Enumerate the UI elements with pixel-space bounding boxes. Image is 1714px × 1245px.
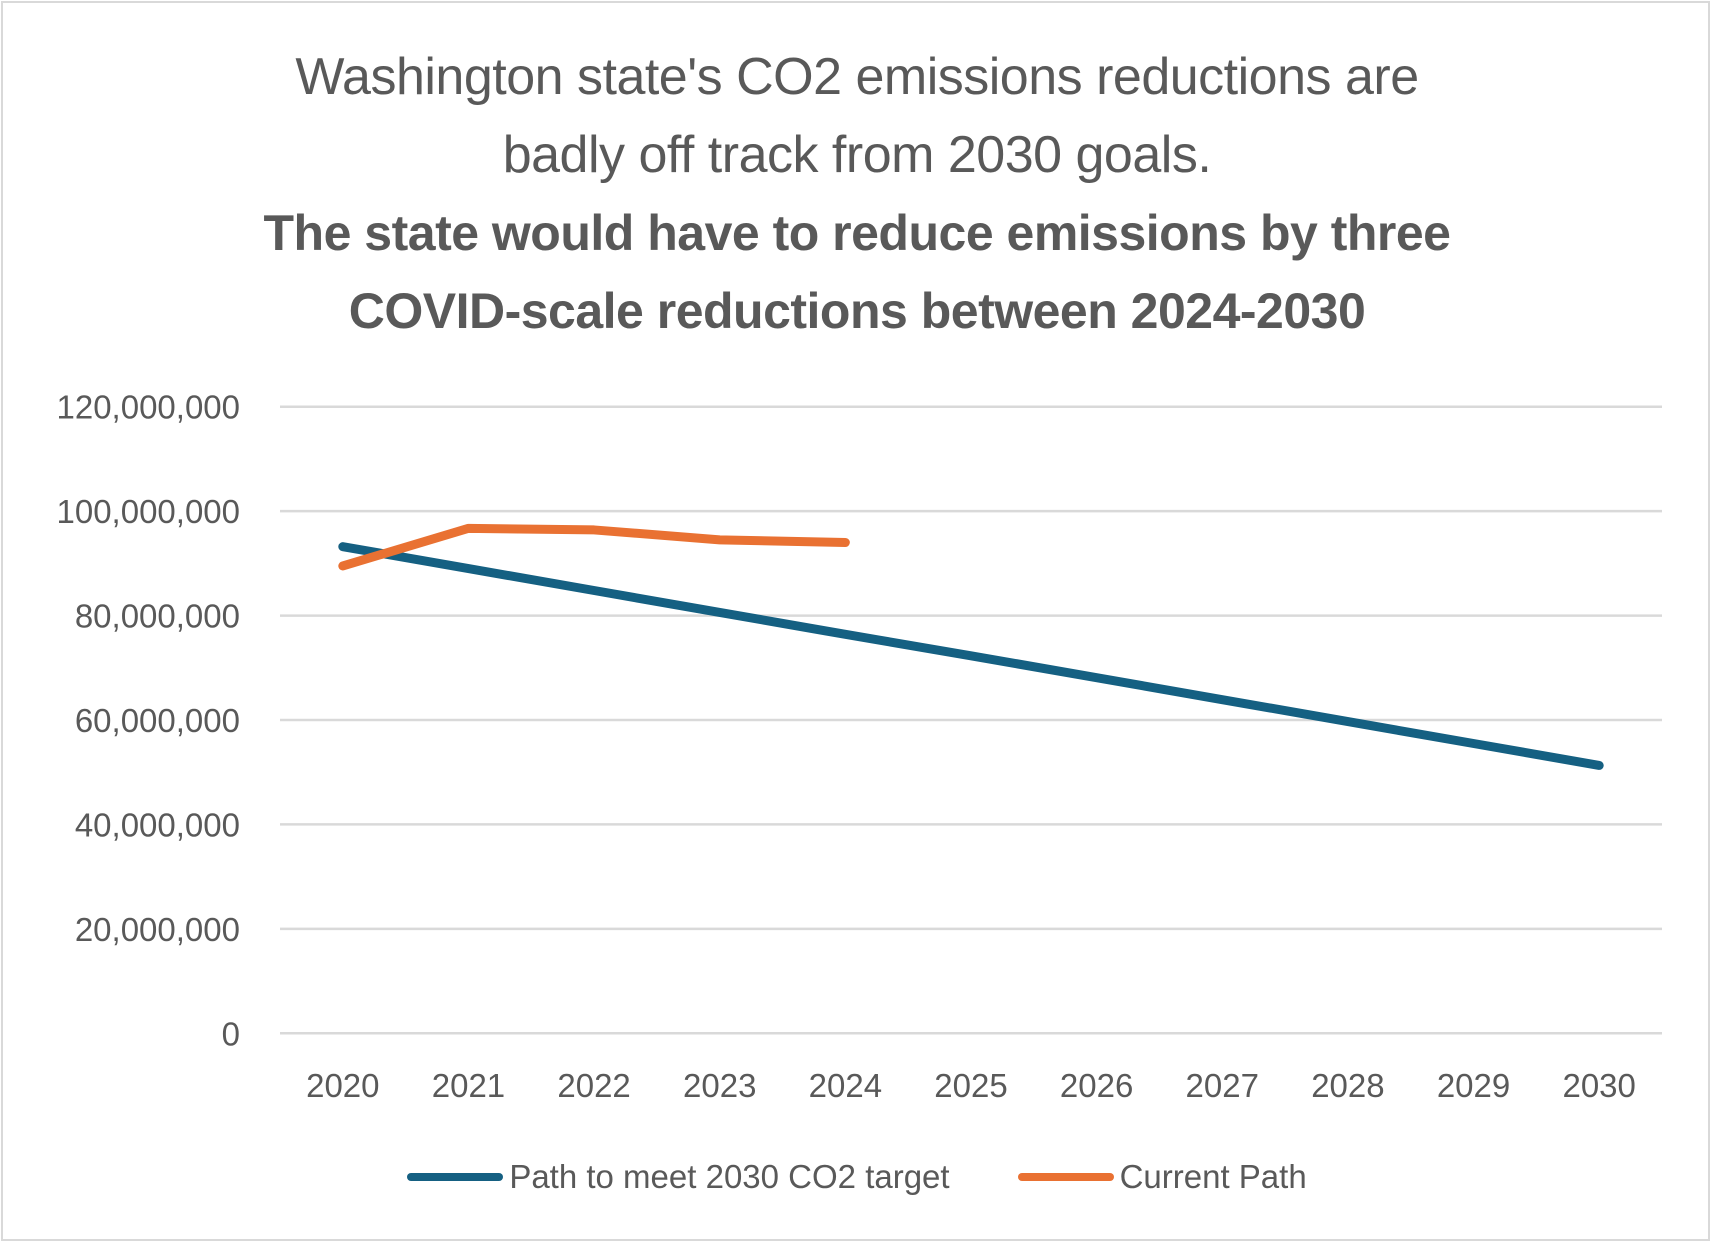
- y-tick-label: 0: [222, 1015, 240, 1052]
- x-tick-label: 2028: [1311, 1067, 1384, 1104]
- chart-title-line-2: badly off track from 2030 goals.: [502, 126, 1212, 184]
- x-tick-label: 2029: [1437, 1067, 1510, 1104]
- x-tick-label: 2023: [683, 1067, 756, 1104]
- legend-item-current-path[interactable]: Current Path: [1017, 1158, 1307, 1196]
- legend: Path to meet 2030 CO2 target Current Pat…: [0, 1152, 1714, 1202]
- x-tick-label: 2027: [1186, 1067, 1259, 1104]
- x-tick-label: 2025: [934, 1067, 1007, 1104]
- y-axis-tick-labels: 0 20,000,000 40,000,000 60,000,000 80,000,00…: [56, 389, 240, 1053]
- legend-label-current-path: Current Path: [1119, 1158, 1307, 1195]
- y-tick-label: 80,000,000: [75, 598, 240, 635]
- x-tick-label: 2024: [809, 1067, 882, 1104]
- y-tick-label: 20,000,000: [75, 911, 240, 948]
- gridlines: [280, 405, 1662, 1035]
- x-axis-tick-labels: 2020 2021 2022 2023 2024 2025 2026 2027 2028 2029…: [306, 1067, 1636, 1104]
- x-tick-label: 2026: [1060, 1067, 1133, 1104]
- y-tick-label: 100,000,000: [56, 493, 240, 530]
- y-tick-label: 120,000,000: [56, 389, 240, 426]
- legend-swatch-current-path: [1017, 1173, 1114, 1181]
- x-tick-label: 2030: [1562, 1067, 1635, 1104]
- legend-item-target-path[interactable]: Path to meet 2030 CO2 target: [407, 1158, 950, 1196]
- legend-swatch-target-path: [407, 1173, 504, 1181]
- series-line-current-path[interactable]: [338, 523, 850, 571]
- x-tick-label: 2021: [432, 1067, 505, 1104]
- y-tick-label: 40,000,000: [75, 806, 240, 843]
- chart-title-block: Washington state's CO2 emissions reducti…: [0, 38, 1714, 350]
- chart-subtitle-line-1: The state would have to reduce emissions…: [263, 205, 1451, 261]
- y-tick-label: 60,000,000: [75, 702, 240, 739]
- legend-label-target-path: Path to meet 2030 CO2 target: [509, 1158, 950, 1195]
- x-tick-label: 2020: [306, 1067, 379, 1104]
- series-line-target-path[interactable]: [338, 542, 1604, 770]
- x-tick-label: 2022: [557, 1067, 630, 1104]
- series-lines: [338, 523, 1604, 770]
- chart-title-line-1: Washington state's CO2 emissions reducti…: [295, 48, 1419, 106]
- chart-subtitle-line-2: COVID-scale reductions between 2024-2030: [348, 283, 1366, 339]
